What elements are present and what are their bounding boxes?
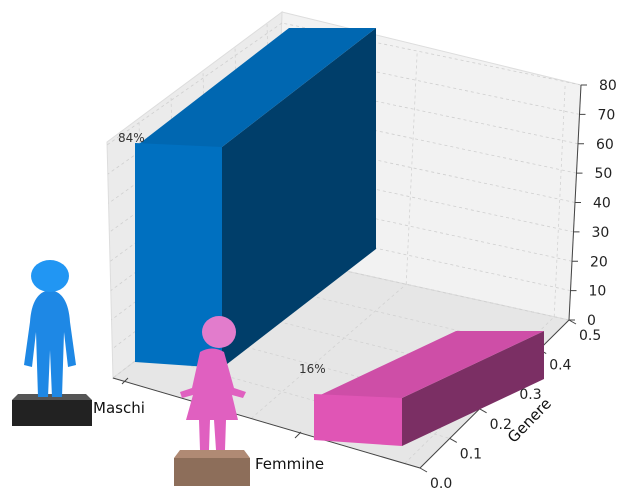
x-tick-mark-0 xyxy=(121,377,129,385)
male-head xyxy=(31,260,69,292)
y-tick-mark-2 xyxy=(479,408,487,414)
category-label-1: Femmine xyxy=(255,455,324,473)
y-tick-label-0: 0.0 xyxy=(430,476,452,489)
y-tick-label-3: 0.3 xyxy=(519,387,541,403)
z-tick-label-1: 10 xyxy=(589,284,607,300)
bar-top-0 xyxy=(135,28,376,147)
y-tick-mark-0 xyxy=(419,467,428,473)
z-tick-label-6: 60 xyxy=(596,137,614,153)
figures xyxy=(12,260,250,486)
x-axis-line xyxy=(112,377,421,469)
x-axis xyxy=(112,377,421,469)
z-tick-label-5: 50 xyxy=(595,166,613,182)
female-pedestal-top xyxy=(174,450,250,458)
bars xyxy=(135,28,544,446)
female-head xyxy=(202,316,236,348)
z-tick-label-4: 40 xyxy=(593,196,611,212)
z-tick-label-2: 20 xyxy=(590,254,608,270)
bar-front-0 xyxy=(135,143,222,368)
y-tick-label-1: 0.1 xyxy=(460,446,482,462)
z-tick-label-8: 80 xyxy=(599,78,617,94)
labels: 84% 16% Maschi Femmine xyxy=(93,131,326,473)
grid-line-floor-1 xyxy=(144,353,450,439)
z-tick-label-3: 30 xyxy=(592,225,610,241)
grid-line-backv-1 xyxy=(553,83,566,317)
bar-top-1 xyxy=(314,331,544,398)
z-tick-label-7: 70 xyxy=(598,107,616,123)
male-pedestal-front xyxy=(12,400,92,426)
grid-line-backv-0 xyxy=(405,51,418,285)
y-tick-label-4: 0.4 xyxy=(549,358,571,374)
data-label-1: 16% xyxy=(299,362,326,376)
y-tick-label-5: 0.5 xyxy=(579,328,601,344)
z-tick-label-0: 0 xyxy=(587,313,596,329)
bar-front-1 xyxy=(314,394,402,446)
bar-side-0 xyxy=(222,28,376,368)
y-axis: 0.0 0.1 0.2 0.3 0.4 0.5 xyxy=(419,319,601,489)
y-tick-label-2: 0.2 xyxy=(490,417,512,433)
bar-maschi xyxy=(135,28,376,368)
female-pedestal-front xyxy=(174,458,250,486)
category-label-0: Maschi xyxy=(93,399,145,417)
female-figure-icon xyxy=(174,316,250,486)
y-tick-mark-1 xyxy=(449,437,458,443)
data-label-0: 84% xyxy=(118,131,145,145)
z-axis: 0 10 20 30 40 50 60 70 80 xyxy=(568,78,617,329)
male-figure-icon xyxy=(12,260,92,426)
male-body xyxy=(24,290,76,397)
y-tick-mark-5 xyxy=(568,319,577,325)
bar-femmine xyxy=(314,331,544,446)
female-body xyxy=(180,348,246,450)
x-tick-mark-1 xyxy=(294,431,302,439)
grid-line-floorx-0 xyxy=(250,283,407,419)
bar-side-1 xyxy=(402,331,544,446)
